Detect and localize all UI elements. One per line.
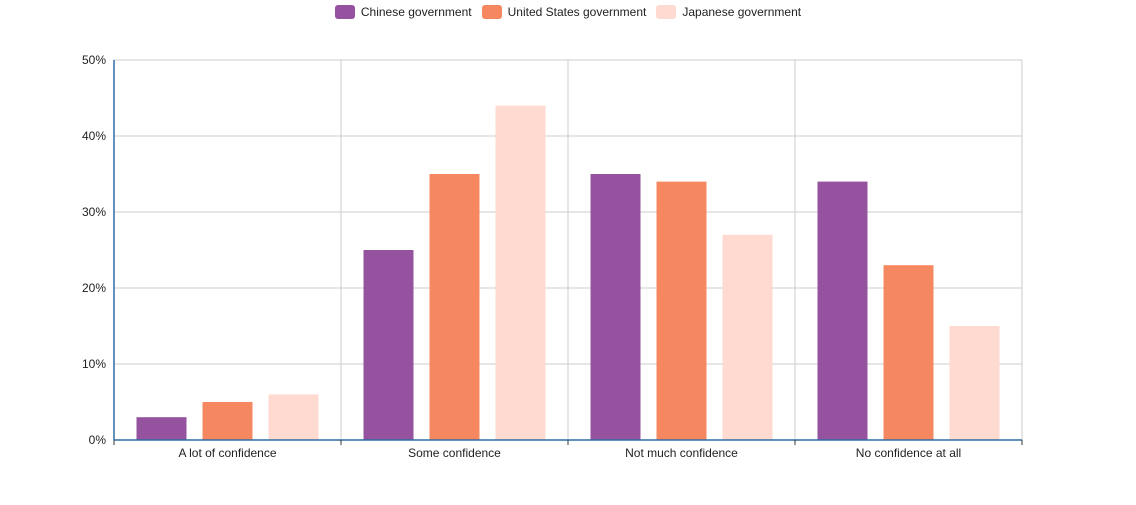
x-tick-label: No confidence at all	[856, 446, 961, 460]
legend-item-united-states[interactable]: United States government	[481, 4, 647, 20]
bar	[817, 181, 868, 440]
bar	[722, 234, 773, 440]
x-tick-label: Not much confidence	[625, 446, 738, 460]
legend: Chinese government United States governm…	[0, 4, 1136, 20]
legend-swatch-united-states	[481, 5, 502, 19]
bar	[949, 326, 1000, 440]
legend-label-japanese: Japanese government	[682, 5, 802, 19]
legend-item-chinese[interactable]: Chinese government	[334, 4, 472, 20]
bar	[268, 394, 319, 440]
y-tick-label: 40%	[82, 129, 106, 143]
y-tick-label: 10%	[82, 357, 106, 371]
y-tick-label: 30%	[82, 205, 106, 219]
x-tick-label: A lot of confidence	[178, 446, 276, 460]
legend-label-chinese: Chinese government	[360, 5, 472, 19]
legend-item-japanese[interactable]: Japanese government	[656, 4, 801, 20]
y-tick-label: 50%	[82, 53, 106, 67]
bar	[656, 181, 707, 440]
bar	[590, 174, 641, 440]
bar	[136, 417, 187, 440]
y-tick-label: 20%	[82, 281, 106, 295]
bar	[883, 265, 934, 440]
legend-swatch-japanese	[656, 5, 677, 19]
y-tick-label: 0%	[89, 433, 107, 447]
bar	[363, 250, 414, 440]
bar	[429, 174, 480, 440]
bar	[495, 105, 546, 440]
bar	[202, 402, 253, 440]
x-tick-label: Some confidence	[408, 446, 501, 460]
legend-swatch-chinese	[334, 5, 355, 19]
legend-label-united-states: United States government	[507, 5, 647, 19]
